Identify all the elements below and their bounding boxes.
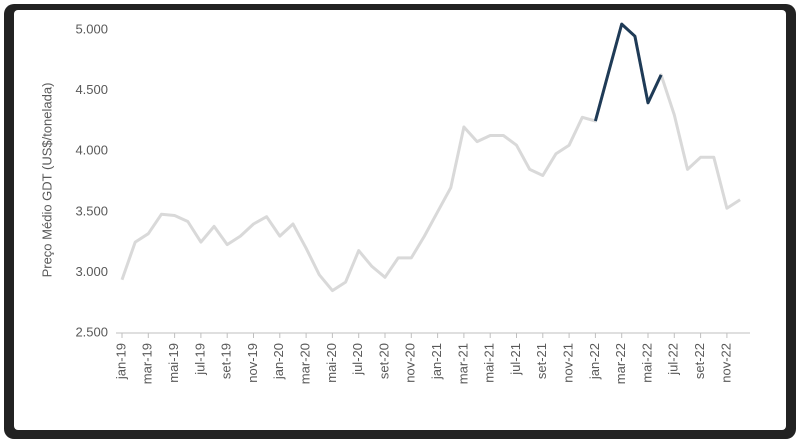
y-axis-label: Preço Médio GDT (US$/tonelada) [39,83,54,278]
x-tick-label: nov-21 [561,343,576,383]
x-tick-label: jul-22 [666,343,681,376]
x-tick-label: mai-22 [639,343,654,383]
x-tick-label: jan-20 [271,343,286,380]
x-tick-label: jan-19 [113,343,128,380]
x-tick-label: set-21 [534,343,549,379]
x-tick-label: set-20 [376,343,391,379]
x-tick-label: jan-21 [429,343,444,380]
x-tick-label: set-19 [219,343,234,379]
x-tick-label: mar-20 [298,343,313,384]
x-tick-label: jul-20 [350,343,365,376]
x-tick-label: mar-22 [613,343,628,384]
y-tick-label: 5.000 [75,22,108,37]
y-tick-label: 3.000 [75,264,108,279]
x-tick-label: nov-22 [718,343,733,383]
x-tick-label: mar-21 [455,343,470,384]
series-line [593,22,663,122]
y-tick-label: 2.500 [75,324,108,339]
x-tick-label: mai-20 [324,343,339,383]
x-tick-label: nov-19 [245,343,260,383]
x-tick-label: mai-21 [482,343,497,383]
y-tick-label: 3.500 [75,203,108,218]
x-tick-label: jul-21 [508,343,523,376]
x-tick-label: mai-19 [166,343,181,383]
x-tick-label: jan-22 [587,343,602,380]
panel [14,10,786,430]
x-tick-label: nov-20 [403,343,418,383]
x-tick-label: jul-19 [192,343,207,376]
y-tick-label: 4.500 [75,82,108,97]
y-tick-label: 4.000 [75,143,108,158]
x-tick-label: mar-19 [140,343,155,384]
x-tick-label: set-22 [692,343,707,379]
